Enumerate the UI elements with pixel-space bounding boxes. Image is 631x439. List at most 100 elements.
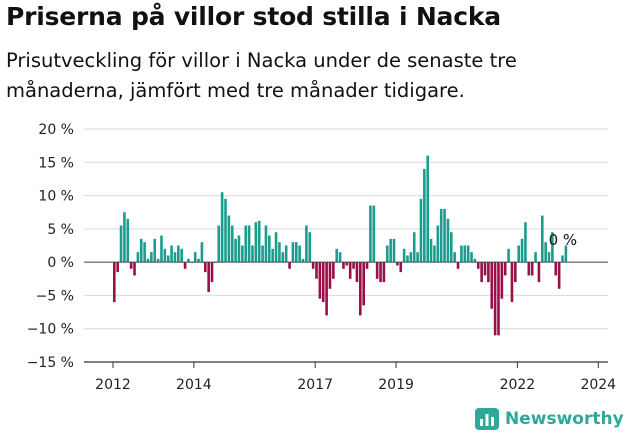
bar xyxy=(193,252,197,263)
bar xyxy=(466,245,470,263)
bar xyxy=(369,205,372,263)
bar xyxy=(497,262,500,336)
bar xyxy=(375,262,379,279)
bar xyxy=(153,238,157,263)
bar xyxy=(423,168,426,263)
bar xyxy=(510,262,514,303)
bar xyxy=(241,245,244,263)
bar xyxy=(264,225,268,263)
bar xyxy=(254,222,258,263)
bar xyxy=(321,262,325,303)
bar xyxy=(483,262,487,276)
bar xyxy=(534,252,537,263)
bar xyxy=(348,262,352,279)
bar xyxy=(247,225,251,263)
x-axis-labels: 2012 2014 2017 2019 2022 2024 xyxy=(95,377,616,393)
bar xyxy=(244,225,248,263)
bar xyxy=(564,245,568,263)
y-tick-label: 20 % xyxy=(38,122,74,138)
bar xyxy=(557,262,561,289)
x-tick-label: 2014 xyxy=(176,377,212,393)
bar xyxy=(200,242,204,263)
x-tick-label: 2019 xyxy=(378,377,414,393)
y-axis-labels: −15 % −10 % −5 % 0 % 5 % 10 % 15 % 20 % xyxy=(27,122,74,371)
bar xyxy=(123,212,126,263)
latest-value-annotation: 0 % xyxy=(549,231,578,249)
bar xyxy=(315,262,318,279)
bar xyxy=(500,262,504,299)
bar xyxy=(551,232,554,263)
bar xyxy=(524,222,527,263)
bar xyxy=(183,262,187,269)
bar xyxy=(274,232,278,263)
bar xyxy=(456,262,460,269)
bar xyxy=(150,252,153,263)
bar xyxy=(406,255,409,263)
bar xyxy=(544,242,547,263)
bar xyxy=(281,252,285,263)
bar xyxy=(433,245,436,263)
bar xyxy=(412,232,416,263)
bar xyxy=(177,245,180,263)
chart-subtitle: Prisutveckling för villor i Nacka under … xyxy=(6,49,517,102)
y-tick-label: 5 % xyxy=(47,222,74,238)
bar xyxy=(335,248,339,263)
bar xyxy=(554,262,558,276)
bar xyxy=(473,258,477,263)
bar xyxy=(163,248,167,263)
bar xyxy=(187,258,190,263)
bar xyxy=(460,245,463,263)
bar xyxy=(517,245,520,263)
bar xyxy=(305,225,308,263)
bar xyxy=(197,258,200,263)
bar xyxy=(224,198,227,263)
bar xyxy=(207,262,210,293)
bar xyxy=(210,262,214,283)
bar xyxy=(362,262,365,306)
bar xyxy=(355,262,359,283)
bar xyxy=(463,245,467,263)
bar xyxy=(476,262,480,269)
bar xyxy=(328,262,332,289)
bar xyxy=(308,232,312,263)
x-tick-label: 2022 xyxy=(500,377,536,393)
bars xyxy=(113,155,568,336)
bar xyxy=(372,205,376,263)
bar xyxy=(268,235,271,263)
y-tick-label: 10 % xyxy=(38,189,74,205)
bar xyxy=(113,262,116,303)
bar xyxy=(166,255,170,263)
bar xyxy=(139,238,143,263)
bar xyxy=(332,262,335,279)
bar xyxy=(527,262,531,276)
bar xyxy=(294,242,298,263)
bar xyxy=(352,262,355,269)
bar xyxy=(133,262,136,276)
bar xyxy=(520,238,524,263)
bar xyxy=(439,208,443,263)
y-tick-label: −10 % xyxy=(27,322,74,338)
bar xyxy=(487,262,490,283)
bar xyxy=(359,262,362,316)
bar xyxy=(392,238,396,263)
bar xyxy=(530,262,534,276)
bar xyxy=(143,242,146,263)
bar xyxy=(537,262,541,283)
bar xyxy=(338,252,342,263)
bar xyxy=(180,248,183,263)
bar xyxy=(345,262,349,266)
bar xyxy=(284,245,288,263)
bar xyxy=(237,235,241,263)
bar xyxy=(325,262,328,316)
bar xyxy=(318,262,322,299)
bar xyxy=(382,262,386,283)
bar xyxy=(170,245,173,263)
bar xyxy=(402,248,406,263)
bar xyxy=(396,262,399,266)
brand-logo[interactable]: Newsworthy xyxy=(475,408,624,430)
bar xyxy=(257,220,261,263)
brand-name: Newsworthy xyxy=(505,409,624,429)
bar xyxy=(514,262,517,283)
bar xyxy=(311,262,315,269)
y-tick-label: 15 % xyxy=(38,155,74,171)
